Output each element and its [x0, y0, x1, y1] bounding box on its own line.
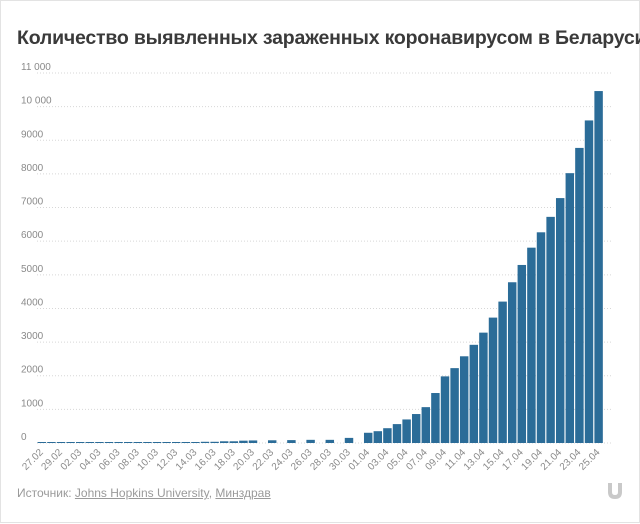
bar-03.03	[85, 442, 95, 443]
bar-02.03	[75, 442, 85, 443]
bar-02.04	[373, 431, 383, 443]
bar-24.03	[287, 440, 296, 443]
bar-19.04	[536, 232, 546, 443]
bar-08.03	[133, 442, 143, 443]
bar-15.03	[200, 441, 210, 443]
bar-10.03	[152, 442, 162, 443]
source-separator: ,	[208, 486, 216, 500]
bar-06.03	[114, 442, 123, 443]
y-tick-label: 6000	[21, 230, 44, 241]
y-tick-label: 8000	[21, 163, 44, 174]
y-tick-label: 2000	[21, 365, 44, 376]
source-prefix: Источник:	[17, 486, 72, 500]
y-tick-label: 3000	[21, 331, 44, 342]
bar-28.03	[325, 439, 335, 443]
bar-06.04	[411, 414, 421, 443]
bar-30.03	[344, 437, 354, 443]
y-tick-label: 1000	[21, 398, 44, 409]
bar-24.04	[584, 120, 594, 444]
y-tick-label: 4000	[21, 297, 44, 308]
bar-25.04	[594, 91, 603, 443]
bar-01.04	[363, 432, 373, 443]
bar-28.02	[47, 442, 56, 443]
bar-09.04	[440, 376, 450, 443]
bar-13.03	[181, 442, 191, 443]
bar-04.04	[392, 424, 402, 443]
bar-20.03	[248, 440, 258, 443]
bar-17.04	[517, 264, 527, 443]
bar-09.03	[143, 442, 152, 443]
bar-05.03	[104, 442, 114, 443]
y-tick-label: 10 000	[21, 96, 52, 107]
source-line: Источник: Johns Hopkins University, Минз…	[17, 486, 271, 500]
bar-05.04	[402, 419, 411, 443]
bar-08.04	[431, 393, 440, 443]
bar-17.03	[219, 441, 229, 443]
bar-16.03	[210, 441, 219, 443]
bar-19.03	[239, 440, 248, 443]
x-tick-label: 25.04	[577, 447, 603, 473]
y-tick-label: 7000	[21, 197, 44, 208]
y-tick-label: 5000	[21, 264, 44, 275]
onliner-u-logo-icon	[608, 483, 622, 499]
bar-14.03	[191, 442, 200, 443]
bar-18.04	[527, 247, 536, 443]
bar-22.03	[267, 440, 277, 443]
bar-10.04	[450, 368, 459, 443]
bar-11.03	[162, 442, 171, 443]
bar-20.04	[546, 216, 555, 443]
bar-15.04	[498, 301, 507, 443]
bar-03.04	[383, 428, 392, 443]
bar-12.03	[171, 442, 181, 443]
bar-18.03	[229, 441, 239, 443]
y-tick-label: 11 000	[21, 62, 51, 73]
bar-12.04	[469, 344, 479, 443]
bar-04.03	[95, 442, 104, 443]
chart-title: Количество выявленных зараженных коронав…	[17, 27, 640, 49]
y-tick-label: 9000	[21, 129, 44, 140]
bar-29.02	[56, 442, 66, 443]
bar-11.04	[459, 356, 469, 443]
bar-07.03	[123, 442, 133, 443]
bar-27.02	[37, 442, 47, 443]
bar-01.03	[66, 442, 75, 443]
bar-23.04	[575, 147, 584, 443]
bar-14.04	[488, 317, 498, 443]
bar-22.04	[565, 173, 575, 444]
bar-21.04	[555, 198, 565, 443]
bar-16.04	[507, 282, 517, 443]
source-link-minzdrav[interactable]: Минздрав	[215, 486, 271, 500]
bar-26.03	[306, 439, 315, 443]
source-link-jhu[interactable]: Johns Hopkins University	[74, 486, 209, 500]
bar-13.04	[479, 332, 488, 443]
bar-07.04	[421, 407, 431, 443]
x-tick-label: 09.04	[424, 447, 450, 473]
y-tick-label: 0	[21, 432, 27, 443]
